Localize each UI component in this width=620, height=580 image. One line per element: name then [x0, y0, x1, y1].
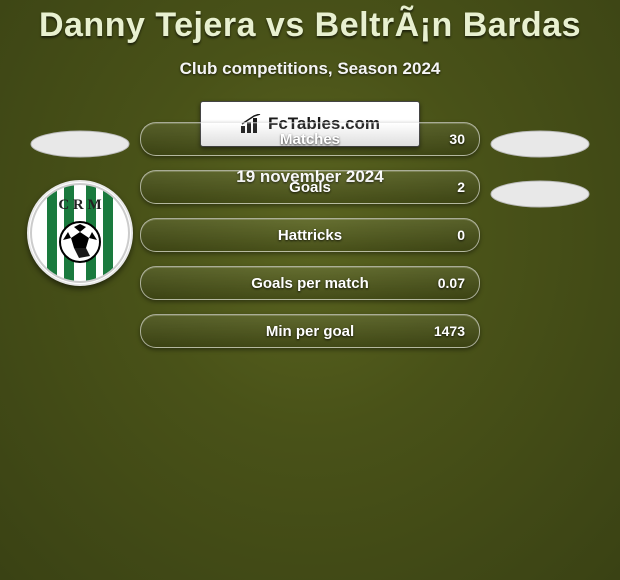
- placeholder-ellipse-icon: [490, 180, 590, 208]
- stat-row-goals per match: Goals per match 0.07: [140, 266, 480, 300]
- stat-row-hattricks: Hattricks 0: [140, 218, 480, 252]
- placeholder-ellipse-icon: [490, 130, 590, 158]
- placeholder-ellipse-icon: [30, 130, 130, 158]
- club-badge-crm: C R M: [27, 180, 133, 286]
- stat-value: 0.07: [438, 267, 465, 299]
- stat-label: Matches: [141, 123, 479, 155]
- stat-label: Min per goal: [141, 315, 479, 347]
- page-subtitle: Club competitions, Season 2024: [0, 59, 620, 79]
- stat-row-matches: Matches 30: [140, 122, 480, 156]
- stat-label: Goals per match: [141, 267, 479, 299]
- stat-label: Hattricks: [141, 219, 479, 251]
- comparison-columns: C R M Matches 30 Goals 2 Hattricks 0 Goa…: [0, 118, 620, 348]
- stat-value: 30: [449, 123, 465, 155]
- svg-text:C R M: C R M: [58, 197, 101, 213]
- stat-row-goals: Goals 2: [140, 170, 480, 204]
- page-title: Danny Tejera vs BeltrÃ¡n Bardas: [0, 6, 620, 45]
- stat-label: Goals: [141, 171, 479, 203]
- left-column: C R M: [20, 118, 140, 348]
- stats-column: Matches 30 Goals 2 Hattricks 0 Goals per…: [140, 118, 480, 348]
- stat-value: 2: [457, 171, 465, 203]
- stat-value: 0: [457, 219, 465, 251]
- stat-row-min per goal: Min per goal 1473: [140, 314, 480, 348]
- stat-value: 1473: [434, 315, 465, 347]
- right-column: [480, 118, 600, 348]
